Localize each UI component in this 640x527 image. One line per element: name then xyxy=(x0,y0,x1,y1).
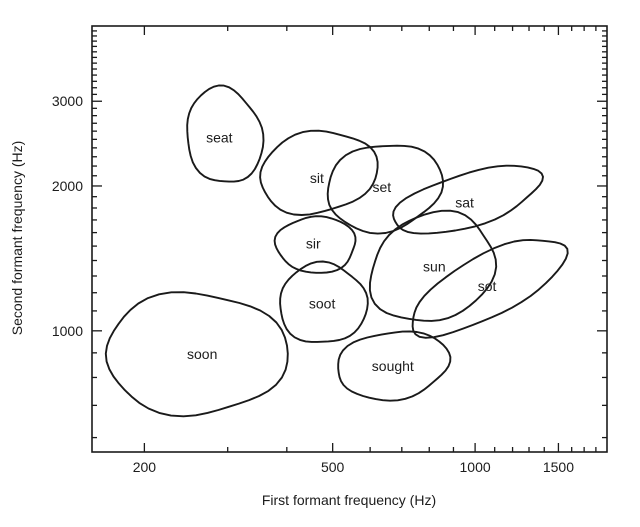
vowel-region-sat xyxy=(392,164,544,235)
vowel-label-sat: sat xyxy=(455,194,474,210)
x-axis-title: First formant frequency (Hz) xyxy=(262,492,436,508)
vowel-region-sit xyxy=(259,129,379,216)
vowel-label-soot: soot xyxy=(309,295,336,311)
y-tick-label: 2000 xyxy=(52,178,83,194)
vowel-label-set: set xyxy=(372,179,391,195)
vowel-label-sought: sought xyxy=(372,358,414,374)
vowel-label-sir: sir xyxy=(306,235,321,251)
vowel-label-seat: seat xyxy=(206,130,233,146)
plot-frame xyxy=(91,25,608,453)
vowel-region-seat xyxy=(186,84,265,183)
vowel-region-sir xyxy=(273,215,357,274)
y-tick-label: 1000 xyxy=(52,323,83,339)
y-axis-title: Second formant frequency (Hz) xyxy=(9,141,25,336)
vowel-label-sot: sot xyxy=(478,278,497,294)
x-tick-label: 200 xyxy=(133,459,157,475)
vowel-label-sit: sit xyxy=(310,170,324,186)
vowel-region-sun xyxy=(368,209,498,322)
x-tick-label: 1000 xyxy=(460,459,491,475)
vowel-region-labels: seat sit set sat sir sun sot soot soon sought xyxy=(187,130,496,374)
vowel-region-soon xyxy=(104,291,289,418)
vowel-region-sot xyxy=(411,238,569,339)
vowel-label-sun: sun xyxy=(423,259,446,275)
axis-ticks xyxy=(92,26,607,452)
y-tick-label: 3000 xyxy=(52,93,83,109)
vowel-region-sought xyxy=(337,330,452,402)
x-tick-label: 1500 xyxy=(543,459,574,475)
vowel-label-soon: soon xyxy=(187,346,217,362)
vowel-region-soot xyxy=(279,260,369,343)
axis-tick-labels: 200 500 1000 1500 1000 2000 3000 xyxy=(52,93,574,475)
x-tick-label: 500 xyxy=(321,459,345,475)
vowel-regions xyxy=(104,84,569,418)
